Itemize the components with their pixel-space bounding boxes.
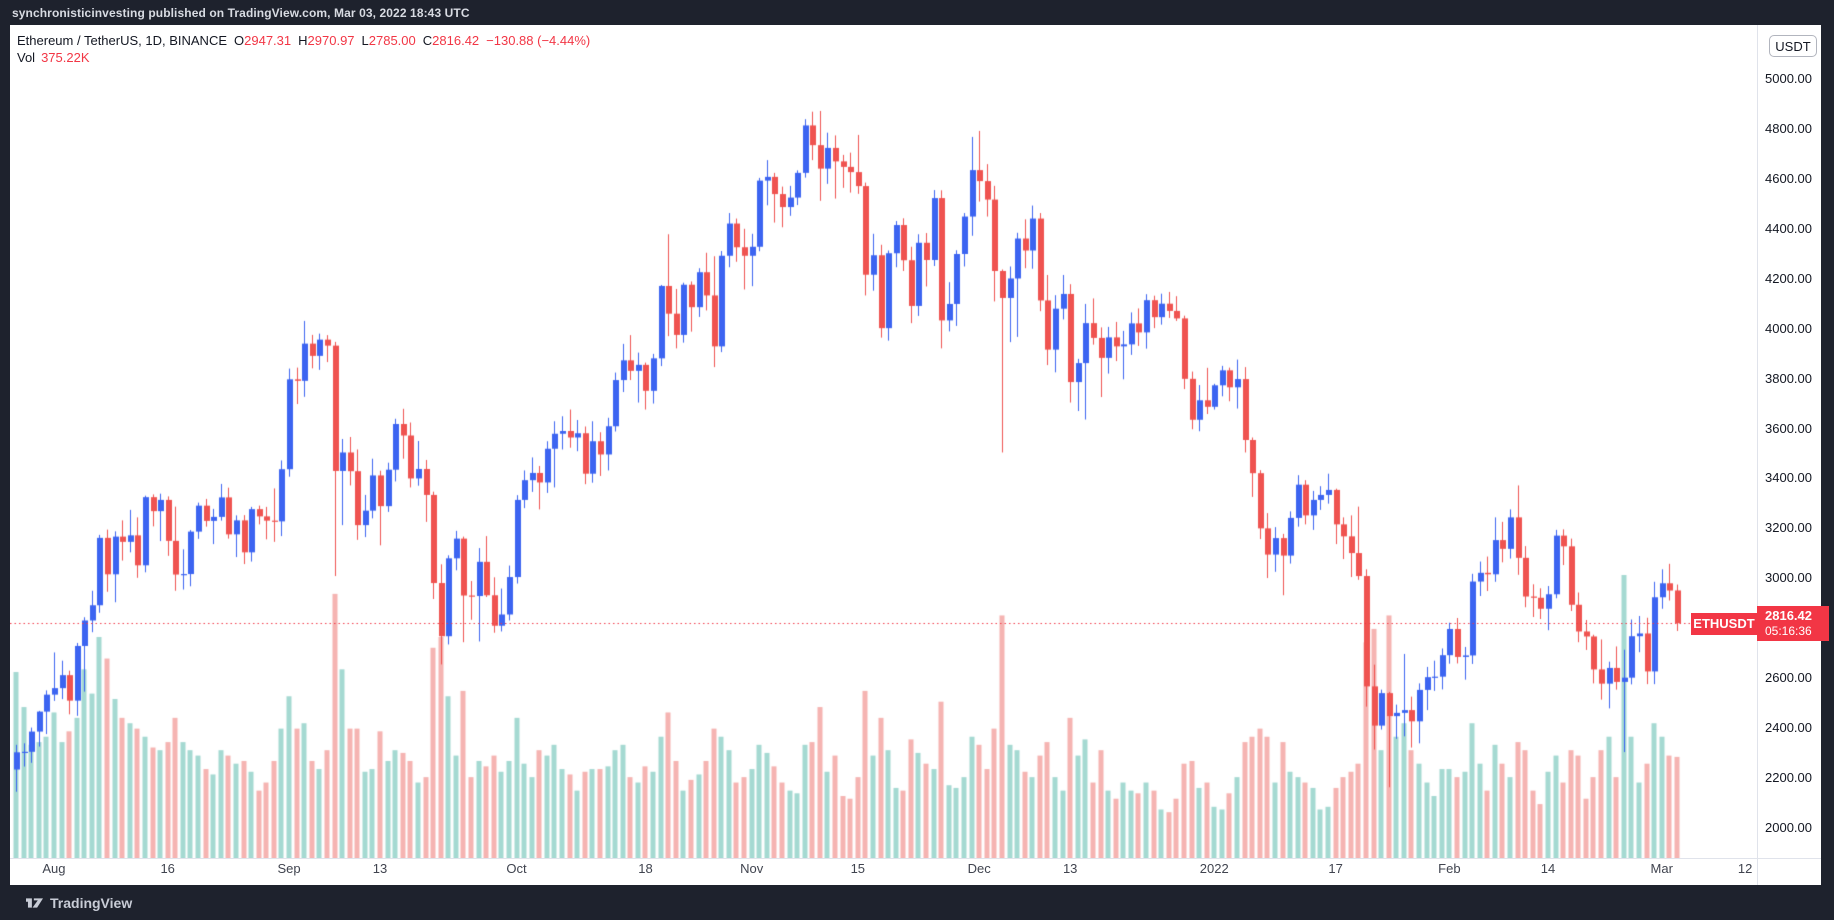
price-tick-label: 4600.00: [1765, 170, 1812, 186]
price-tick-label: 2000.00: [1765, 819, 1812, 835]
change-value: −130.88 (−4.44%): [486, 33, 591, 48]
volume-value: 375.22K: [41, 50, 90, 65]
low-label: L: [361, 33, 369, 48]
price-line-symbol-tag: ETHUSDT: [1691, 612, 1757, 635]
last-price-axis-label: 2816.42 05:16:36: [1757, 605, 1829, 641]
time-tick-label: 13: [1062, 861, 1078, 876]
top-bar: synchronisticinvesting published on Trad…: [0, 0, 1834, 25]
close-value: 2816.42: [432, 33, 480, 48]
time-tick-label: Feb: [1438, 861, 1461, 876]
high-label: H: [298, 33, 308, 48]
price-tick-label: 2600.00: [1765, 670, 1812, 686]
time-tick-label: Nov: [740, 861, 764, 876]
symbol-title: Ethereum / TetherUS, 1D, BINANCE: [17, 33, 228, 48]
price-tick-label: 3200.00: [1765, 520, 1812, 536]
time-axis-separator: [10, 858, 1821, 859]
price-tick-label: 3600.00: [1765, 420, 1812, 436]
price-tick-label: 3000.00: [1765, 570, 1812, 586]
last-price-value: 2816.42: [1765, 607, 1812, 623]
time-tick-label: 12: [1737, 861, 1753, 876]
price-tick-label: 4200.00: [1765, 270, 1812, 286]
price-chart-canvas[interactable]: [10, 25, 1757, 858]
footer-bar: TradingView: [0, 885, 1834, 920]
volume-label: Vol: [17, 50, 36, 65]
price-tick-label: 3800.00: [1765, 370, 1812, 386]
open-value: 2947.31: [244, 33, 292, 48]
open-label: O: [234, 33, 245, 48]
close-label: C: [422, 33, 433, 48]
time-tick-label: Aug: [42, 861, 66, 876]
chart-panel: Ethereum / TetherUS, 1D, BINANCE O2947.31…: [10, 25, 1829, 885]
time-tick-label: 16: [160, 861, 175, 876]
high-value: 2970.97: [307, 33, 355, 48]
price-tick-label: 2400.00: [1765, 720, 1812, 736]
time-tick-label: 15: [850, 861, 866, 876]
price-axis-separator: [1757, 25, 1758, 885]
symbol-ohlc-row: Ethereum / TetherUS, 1D, BINANCE O2947.31…: [17, 32, 590, 49]
price-tick-label: 4800.00: [1765, 120, 1812, 136]
time-tick-label: 18: [638, 861, 653, 876]
tradingview-logo-text: TradingView: [50, 894, 133, 911]
price-tick-label: 5000.00: [1765, 71, 1812, 86]
publish-info: synchronisticinvesting published on Trad…: [12, 5, 470, 20]
time-tick-label: 13: [372, 861, 388, 876]
legend: Ethereum / TetherUS, 1D, BINANCE O2947.31…: [17, 32, 590, 66]
low-value: 2785.00: [368, 33, 416, 48]
time-tick-label: 17: [1328, 861, 1343, 876]
currency-toggle-button[interactable]: USDT: [1769, 35, 1817, 57]
time-tick-label: Dec: [967, 861, 991, 876]
time-tick-label: 14: [1540, 861, 1556, 876]
volume-row: Vol 375.22K: [17, 49, 590, 66]
tradingview-logo-link[interactable]: TradingView: [26, 895, 132, 911]
price-tick-label: 2200.00: [1765, 770, 1812, 786]
time-tick-label: 2022: [1199, 861, 1229, 876]
time-tick-label: Mar: [1650, 861, 1673, 876]
tradingview-logo-icon: [26, 897, 43, 908]
time-tick-label: Sep: [277, 861, 301, 876]
price-tick-label: 4000.00: [1765, 320, 1812, 336]
price-tick-label: 3400.00: [1765, 470, 1812, 486]
price-tick-label: 4400.00: [1765, 220, 1812, 236]
bar-countdown: 05:16:36: [1765, 623, 1812, 638]
time-tick-label: Oct: [506, 861, 527, 876]
